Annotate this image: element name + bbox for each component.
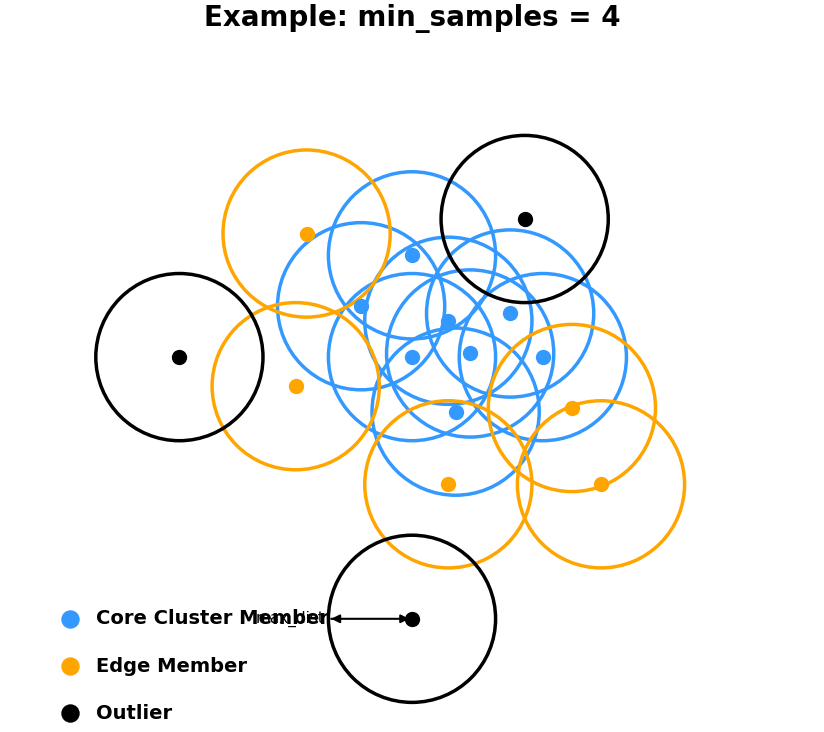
Point	[63, 660, 77, 672]
Point	[405, 613, 419, 624]
Point	[405, 351, 419, 363]
Point	[354, 300, 368, 312]
Point	[594, 479, 607, 490]
Text: Core Cluster Member: Core Cluster Member	[96, 609, 329, 628]
Point	[63, 613, 77, 624]
Point	[63, 707, 77, 719]
Point	[405, 250, 419, 261]
Title: Example: min_samples = 4: Example: min_samples = 4	[204, 4, 620, 33]
Point	[536, 351, 550, 363]
Text: Outlier: Outlier	[96, 703, 172, 722]
Point	[289, 381, 302, 392]
Point	[464, 348, 477, 359]
Text: max_dist: max_dist	[256, 610, 325, 627]
Point	[518, 213, 531, 225]
Point	[565, 402, 578, 414]
Point	[173, 351, 186, 363]
Point	[442, 315, 455, 326]
Text: Edge Member: Edge Member	[96, 657, 247, 676]
Point	[442, 479, 455, 490]
Point	[300, 228, 313, 239]
Point	[503, 307, 517, 319]
Point	[449, 406, 462, 417]
